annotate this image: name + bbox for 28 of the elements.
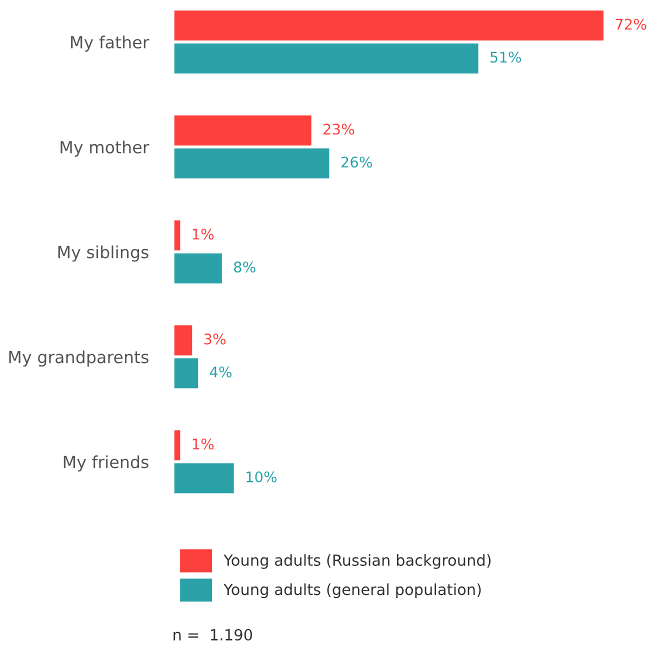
bar [174, 220, 180, 250]
data-label: 10% [246, 471, 277, 482]
y-tick-label: My friends [64, 455, 148, 472]
data-label: 23% [324, 124, 354, 135]
bar [174, 325, 192, 356]
bar [174, 430, 180, 460]
legend-label: Young adults (general population) [224, 583, 481, 598]
bar [174, 148, 330, 178]
bar [174, 358, 198, 388]
data-label: 26% [341, 156, 372, 168]
legend-label: Young adults (Russian background) [224, 554, 491, 569]
data-label: 1% [192, 438, 214, 450]
bar [174, 43, 478, 74]
data-label: 1% [192, 228, 214, 240]
bar [174, 10, 604, 41]
data-label: 3% [204, 334, 226, 345]
y-tick-label: My grandparents [9, 350, 148, 367]
bar [174, 463, 234, 494]
y-tick-label: My father [71, 36, 150, 52]
y-tick-label: My mother [60, 140, 150, 157]
bar [174, 115, 312, 146]
bar [174, 253, 222, 284]
data-label: 4% [210, 366, 232, 378]
data-label: 72% [616, 18, 646, 30]
data-label: 51% [490, 52, 522, 63]
text: n = 1.190 [174, 628, 252, 641]
y-tick-label: My siblings [58, 246, 148, 262]
data-label: 8% [234, 262, 256, 273]
